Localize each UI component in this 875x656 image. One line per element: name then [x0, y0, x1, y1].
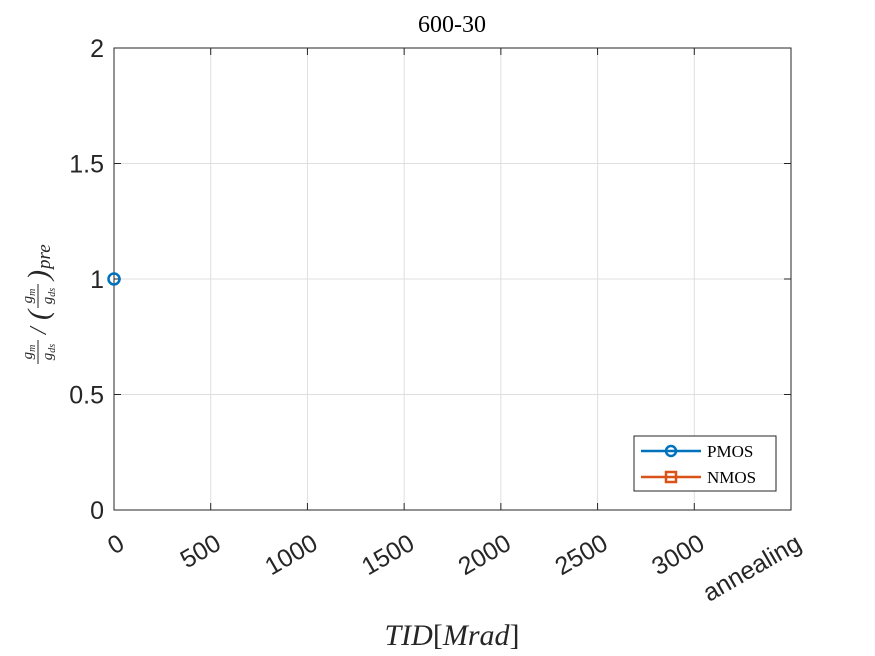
- legend-box: [633, 435, 777, 492]
- legend-nmos-marker: [664, 470, 678, 484]
- y-tick-label: 0.5: [69, 382, 104, 410]
- legend-nmos-label: NMOS: [707, 468, 756, 487]
- y-tick-label: 0: [90, 497, 104, 525]
- legend-item-pmos: PMOS: [641, 442, 753, 461]
- data-point: [107, 272, 121, 286]
- svg-text:/: /: [26, 325, 52, 336]
- y-tick-labels: 0 0.5 1 1.5 2: [69, 35, 104, 525]
- legend-pmos-marker: [664, 444, 678, 458]
- chart-title: 600-30: [418, 12, 486, 38]
- y-axis-label: gm gds / ( gm gds ) pre: [20, 244, 58, 364]
- legend-pmos-label: PMOS: [707, 442, 753, 461]
- axis-ticks: [113, 47, 791, 511]
- y-tick-label: 1.5: [69, 151, 104, 179]
- y-tick-label: 2: [90, 35, 104, 63]
- x-axis-label: TID[Mrad]: [384, 619, 519, 652]
- data-marks: [107, 272, 121, 286]
- svg-text:pre: pre: [34, 244, 55, 271]
- y-tick-label: 1: [90, 266, 104, 294]
- svg-text:(: (: [22, 308, 55, 320]
- svg-text:): ): [22, 270, 55, 282]
- legend-item-nmos: NMOS: [641, 468, 756, 487]
- legend: PMOS NMOS: [633, 435, 777, 492]
